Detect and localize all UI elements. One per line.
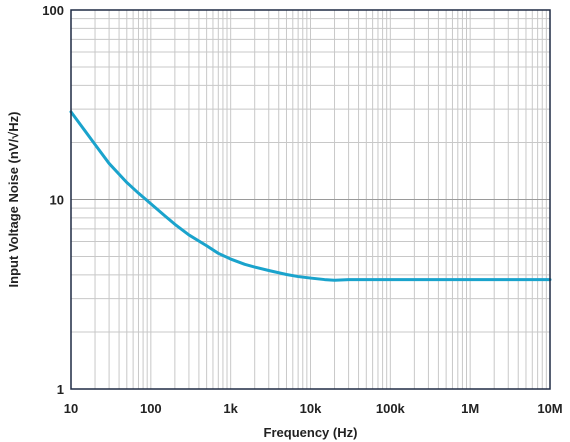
x-tick-label: 10k bbox=[300, 401, 322, 416]
x-tick-label: 10 bbox=[64, 401, 78, 416]
y-tick-label: 10 bbox=[50, 193, 64, 208]
y-tick-label: 1 bbox=[57, 382, 64, 397]
x-tick-label: 1M bbox=[461, 401, 479, 416]
x-tick-label: 1k bbox=[223, 401, 238, 416]
x-tick-label: 100 bbox=[140, 401, 162, 416]
x-axis-label: Frequency (Hz) bbox=[264, 425, 358, 440]
series-layer bbox=[69, 110, 552, 282]
x-tick-label: 100k bbox=[376, 401, 406, 416]
x-tick-labels: 10 100 1k 10k 100k 1M 10M bbox=[64, 401, 563, 416]
x-tick-label: 10M bbox=[537, 401, 562, 416]
series-line-1 bbox=[69, 110, 552, 282]
y-axis-label: Input Voltage Noise (nV/√Hz) bbox=[6, 112, 21, 288]
plot-frame bbox=[70, 9, 551, 390]
y-tick-labels: 1 10 100 bbox=[42, 3, 64, 397]
y-tick-label: 100 bbox=[42, 3, 64, 18]
